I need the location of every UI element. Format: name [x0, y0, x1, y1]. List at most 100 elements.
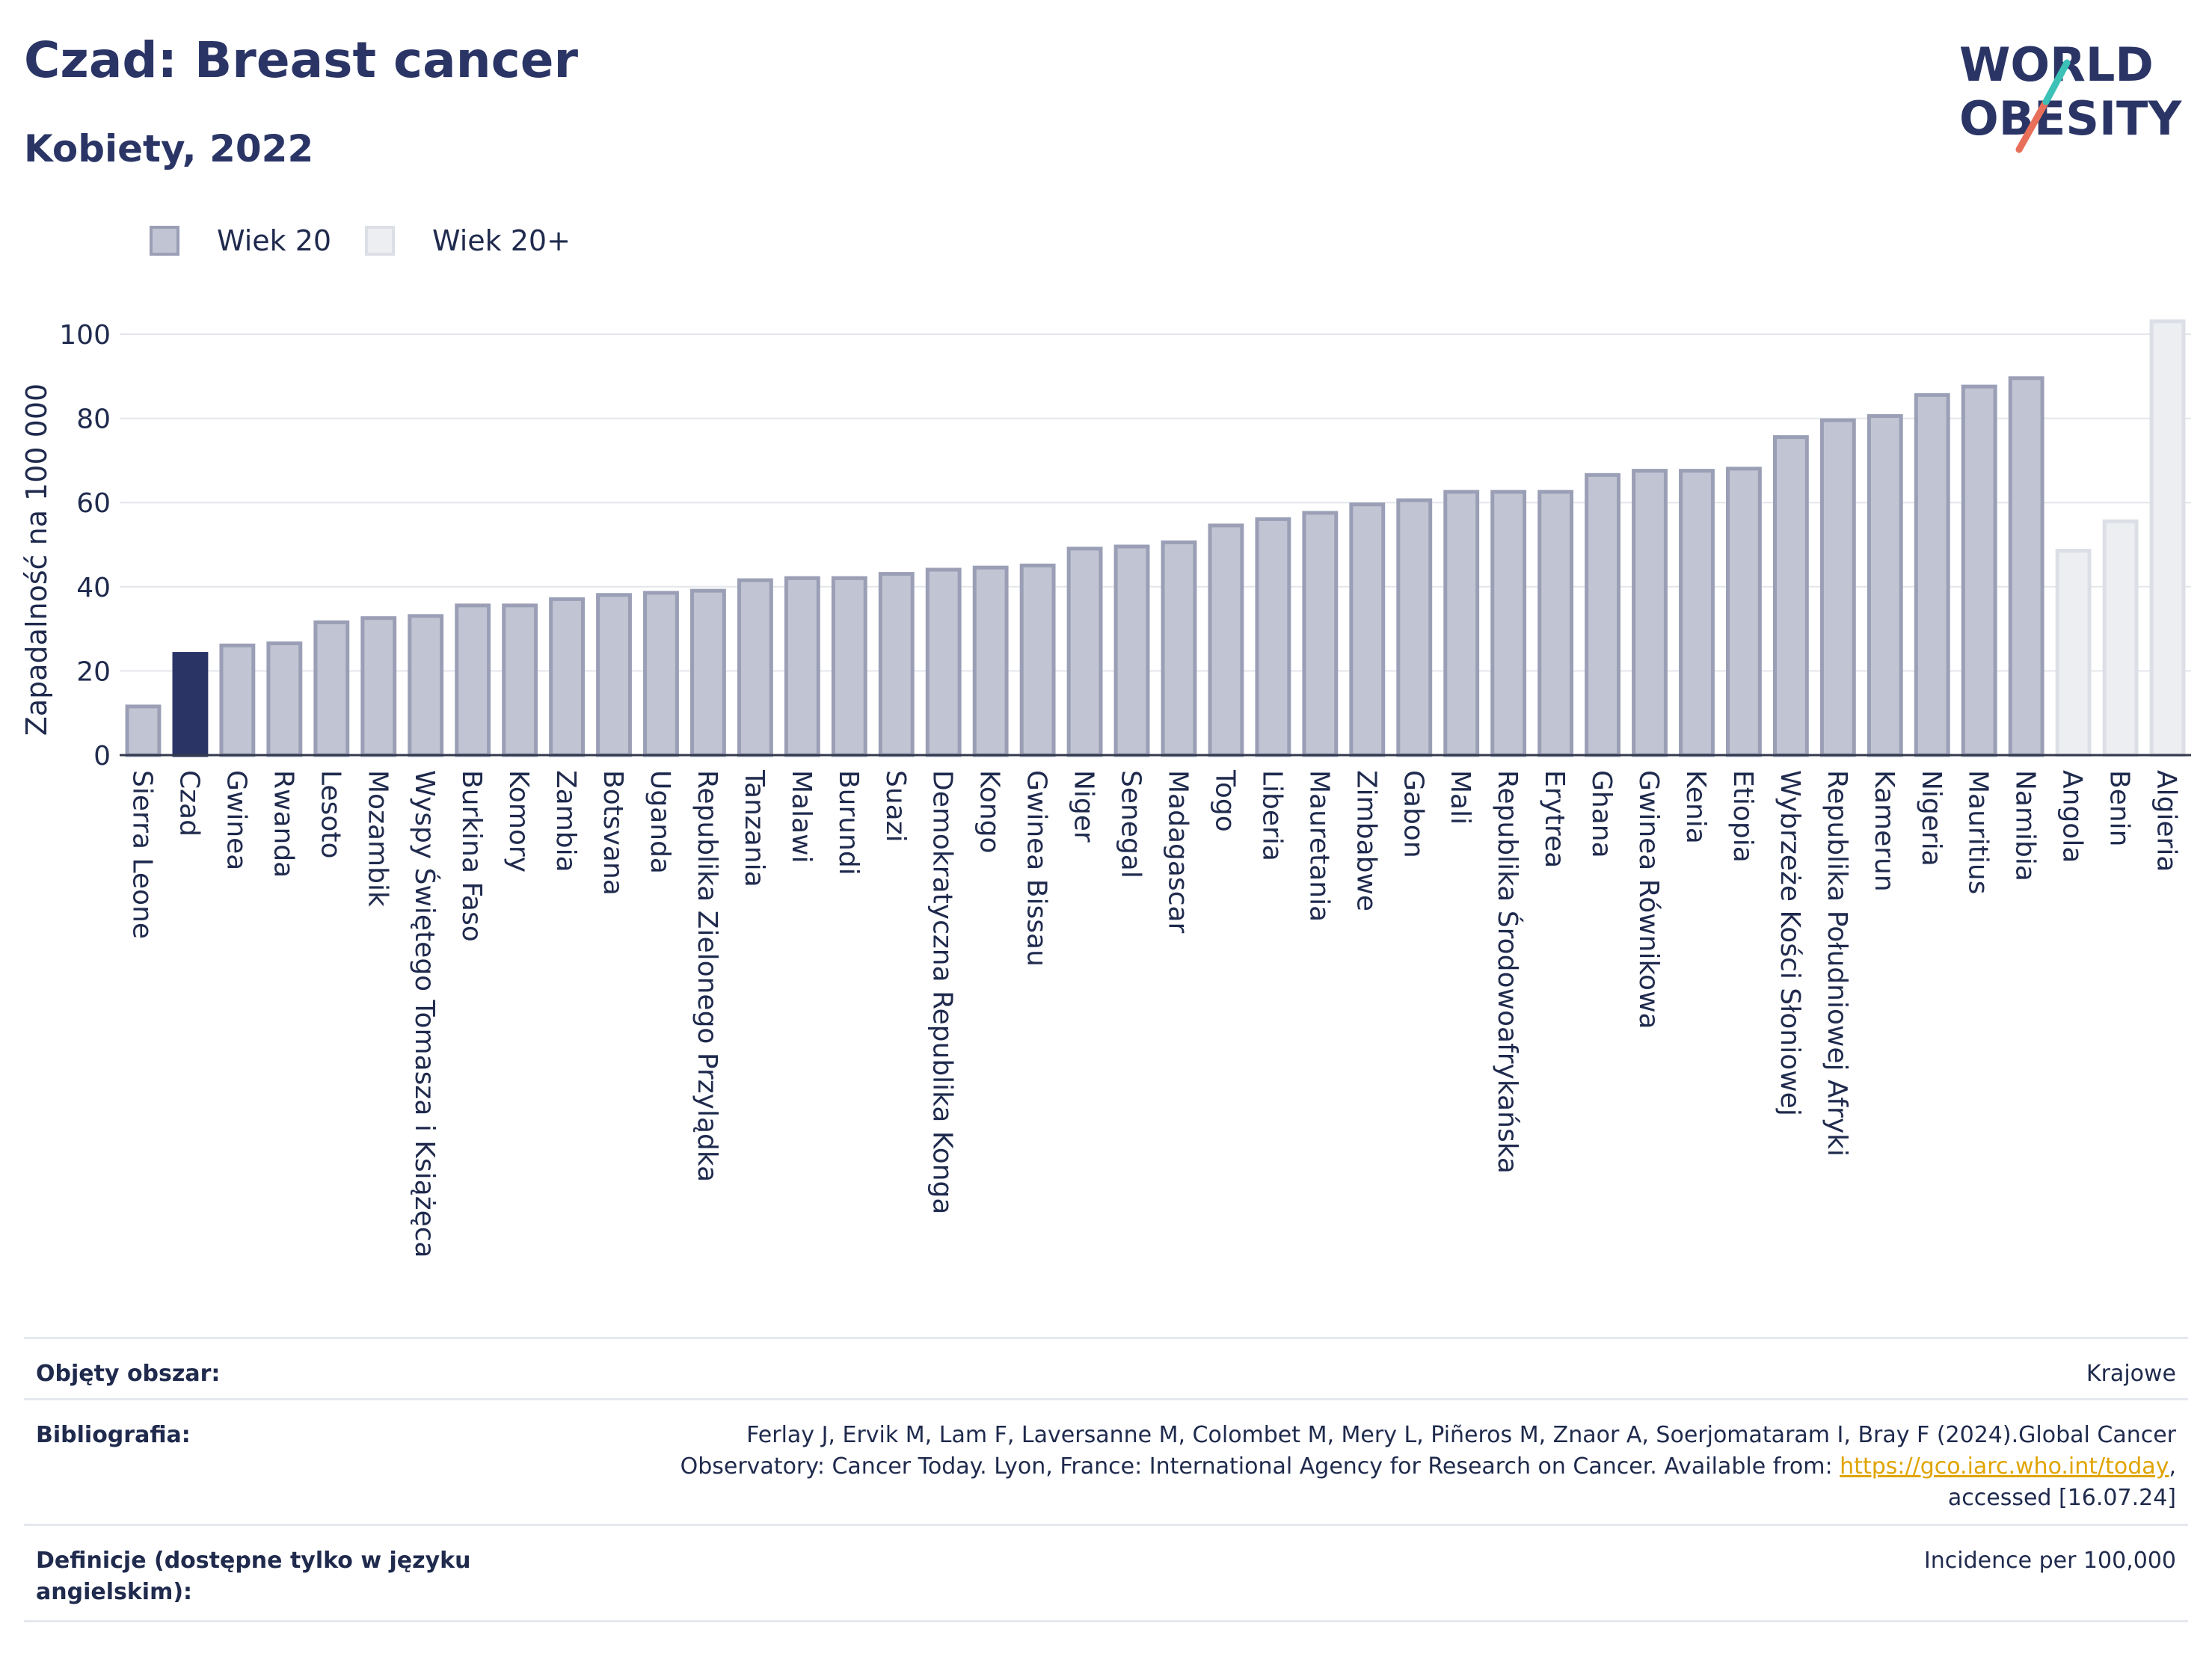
- y-axis-label: Zapadalność na 100 000: [20, 384, 53, 736]
- x-tick-label: Sierra Leone: [126, 770, 157, 939]
- bar-age20plus[interactable]: [2149, 319, 2186, 757]
- y-tick-label: 0: [93, 741, 111, 772]
- x-tick-label: Komory: [503, 770, 534, 872]
- axis-layer: 0 20 40 60 80 100 Sierra Leone Czad Gwinea Rwanda…: [59, 320, 2191, 1258]
- bar-age20[interactable]: [1961, 384, 1997, 757]
- bar-age20[interactable]: [2008, 376, 2044, 757]
- bar-age20[interactable]: [1679, 469, 1715, 757]
- bar-age20[interactable]: [266, 641, 303, 757]
- bar-age20[interactable]: [1019, 563, 1056, 757]
- x-tick-label: Zambia: [550, 770, 581, 872]
- bar-highlight[interactable]: [172, 652, 209, 757]
- bar-age20[interactable]: [643, 591, 679, 757]
- bar-age20[interactable]: [219, 643, 256, 757]
- x-tick-label: Namibia: [2010, 770, 2041, 881]
- bar-age20[interactable]: [1443, 490, 1480, 757]
- metadata-value-coverage: Krajowe: [2086, 1361, 2176, 1387]
- bibliography-link[interactable]: https://gco.iarc.who.int/today: [1840, 1453, 2169, 1480]
- x-tick-label: Zimbabwe: [1351, 770, 1381, 911]
- metadata-row-definitions: Definicje (dostępne tylko w języku angie…: [24, 1524, 2188, 1622]
- legend-label-age20: Wiek 20: [217, 224, 332, 257]
- x-tick-label: Uganda: [645, 770, 675, 874]
- bar-age20[interactable]: [972, 565, 1009, 757]
- x-tick-label: Burundi: [833, 770, 864, 875]
- x-tick-label: Mauritius: [1963, 770, 1994, 894]
- bar-age20[interactable]: [1396, 498, 1433, 757]
- x-tick-label: Ghana: [1586, 770, 1617, 858]
- bar-age20[interactable]: [1302, 511, 1339, 757]
- bar-age20[interactable]: [1490, 490, 1527, 757]
- x-tick-label: Wyspy Świętego Tomasza i Książęca: [409, 770, 440, 1258]
- legend-swatch-age20plus: [365, 226, 395, 256]
- bar-age20[interactable]: [1867, 413, 1903, 757]
- x-tick-label: Niger: [1069, 770, 1099, 843]
- bar-chart: 0 20 40 60 80 100 Sierra Leone Czad Gwinea Rwanda…: [20, 319, 2191, 1258]
- bar-age20[interactable]: [1066, 547, 1103, 757]
- bar-age20[interactable]: [690, 588, 726, 757]
- bibliography-text: Ferlay J, Ervik M, Lam F, Laversanne M, …: [680, 1422, 2176, 1480]
- bar-age20[interactable]: [125, 704, 162, 757]
- bar-age20[interactable]: [313, 620, 350, 757]
- legend-label-age20plus: Wiek 20+: [432, 224, 571, 257]
- x-tick-label: Czad: [173, 770, 204, 837]
- metadata-key-bibliography: Bibliografia:: [36, 1422, 191, 1448]
- x-tick-label: Kongo: [974, 770, 1005, 854]
- x-tick-label: Gabon: [1398, 770, 1428, 858]
- metadata-row-coverage: Objęty obszar: Krajowe: [24, 1337, 2188, 1400]
- x-tick-label: Liberia: [1256, 770, 1287, 861]
- bar-age20[interactable]: [1255, 517, 1291, 757]
- x-tick-label: Gwinea: [221, 770, 251, 870]
- bar-age20[interactable]: [502, 603, 538, 757]
- x-tick-label: Botsvana: [597, 770, 628, 896]
- bar-age20[interactable]: [737, 578, 773, 757]
- x-tick-label: Wybrzeże Kości Słoniowej: [1775, 770, 1805, 1116]
- bar-age20[interactable]: [455, 603, 491, 757]
- x-tick-label: Demokratyczna Republika Konga: [927, 770, 958, 1214]
- metadata-key-coverage: Objęty obszar:: [36, 1361, 221, 1387]
- logo-slash-teal: [2042, 59, 2071, 105]
- x-tick-label: Madagascar: [1162, 770, 1193, 934]
- bar-age20[interactable]: [1726, 467, 1762, 757]
- x-tick-label: Lesoto: [315, 770, 345, 859]
- bar-age20[interactable]: [1161, 540, 1197, 757]
- bar-age20[interactable]: [1772, 435, 1809, 757]
- logo-slash-coral: [2015, 98, 2050, 153]
- bar-age20[interactable]: [1208, 523, 1244, 757]
- bars-layer: [125, 319, 2186, 757]
- metadata-row-bibliography: Bibliografia: Ferlay J, Ervik M, Lam F, …: [24, 1398, 2188, 1526]
- bar-age20[interactable]: [831, 576, 867, 757]
- x-tick-label: Republika Zielonego Przylądka: [692, 770, 722, 1182]
- x-tick-label: Kamerun: [1869, 770, 1899, 892]
- x-tick-label: Mozambik: [362, 770, 393, 907]
- bar-age20[interactable]: [878, 572, 915, 757]
- x-tick-label: Republika Środowoafrykańska: [1492, 770, 1523, 1174]
- x-tick-label: Suazi: [880, 770, 911, 843]
- bar-age20[interactable]: [1819, 418, 1856, 757]
- bar-age20[interactable]: [1113, 544, 1150, 757]
- x-tick-label: Mauretania: [1303, 770, 1334, 922]
- y-tick-label: 60: [76, 488, 111, 519]
- bar-age20plus[interactable]: [2055, 549, 2092, 757]
- bar-age20[interactable]: [1537, 490, 1574, 757]
- bar-age20[interactable]: [1349, 502, 1386, 757]
- world-obesity-logo: WORLD OBESITY: [1959, 37, 2182, 153]
- bar-age20[interactable]: [1632, 469, 1668, 757]
- bar-age20[interactable]: [549, 597, 585, 757]
- bar-age20plus[interactable]: [2102, 519, 2139, 757]
- x-tick-label: Gwinea Bissau: [1021, 770, 1052, 967]
- y-tick-label: 40: [76, 573, 111, 603]
- y-tick-label: 100: [59, 320, 111, 351]
- bar-age20[interactable]: [360, 616, 397, 757]
- bar-age20[interactable]: [596, 593, 632, 757]
- x-tick-label: Burkina Faso: [456, 770, 487, 942]
- bar-age20[interactable]: [408, 614, 444, 757]
- x-tick-label: Republika Południowej Afryki: [1822, 770, 1852, 1157]
- bar-age20[interactable]: [925, 567, 962, 757]
- bar-age20[interactable]: [1914, 393, 1950, 757]
- x-tick-label: Togo: [1209, 769, 1240, 832]
- chart-subtitle: Kobiety, 2022: [24, 127, 314, 170]
- x-tick-label: Nigeria: [1916, 770, 1947, 867]
- bar-age20[interactable]: [784, 576, 820, 757]
- bar-age20[interactable]: [1585, 473, 1620, 757]
- x-tick-label: Mali: [1445, 770, 1475, 825]
